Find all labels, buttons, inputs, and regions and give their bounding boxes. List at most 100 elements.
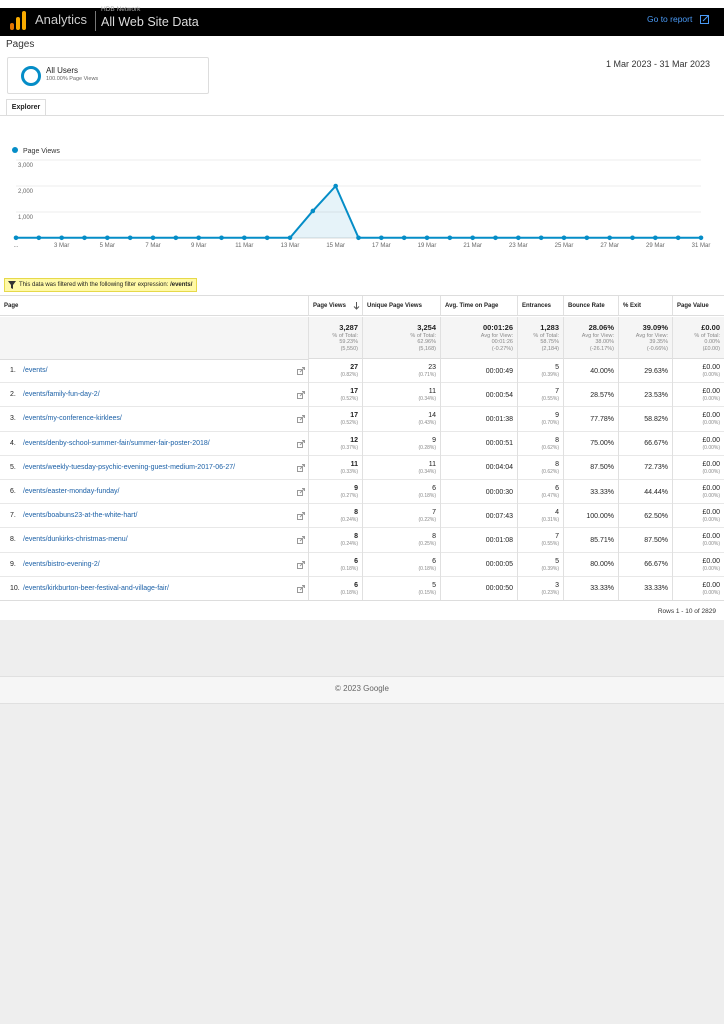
data-cell: 6 (0.18%): [362, 480, 440, 505]
open-page-icon[interactable]: [297, 367, 305, 375]
cell-sub: (0.00%): [702, 589, 720, 596]
sort-icon[interactable]: [353, 302, 360, 310]
totals-main: 3,287: [339, 322, 358, 332]
cell-main: 00:00:05: [485, 561, 513, 569]
column-header[interactable]: Page Value: [672, 296, 724, 316]
data-cell: 6 (0.47%): [517, 480, 563, 505]
open-page-icon[interactable]: [297, 391, 305, 400]
explorer-tab[interactable]: Explorer: [6, 99, 46, 116]
page-link[interactable]: /events/: [23, 367, 48, 374]
data-cell: £0.00 (0.00%): [672, 359, 724, 384]
cell-sub: (0.00%): [702, 396, 720, 403]
page-link[interactable]: /events/bistro-evening-2/: [23, 560, 100, 568]
open-page-icon[interactable]: [297, 488, 305, 496]
data-cell: 00:00:51: [440, 431, 517, 456]
open-page-icon[interactable]: [297, 512, 305, 521]
column-header[interactable]: Entrances: [517, 296, 563, 316]
cell-sub: (0.55%): [541, 541, 559, 548]
data-cell: 58.82%: [618, 407, 672, 432]
data-cell: 29.63%: [618, 359, 672, 384]
data-cell: 00:04:04: [440, 455, 517, 480]
totals-cell: 28.06% Avg for View: 38.00% (-26.17%): [563, 317, 618, 359]
data-cell: 5 (0.15%): [362, 576, 440, 601]
data-cell: 100.00%: [563, 504, 618, 529]
page-link[interactable]: /events/denby-school-summer-fair/summer-…: [23, 439, 210, 447]
cell-main: 11: [428, 460, 436, 468]
segment-box[interactable]: All Users 100.00% Page Views: [7, 57, 209, 94]
cell-main: 5: [555, 364, 559, 372]
point: [516, 235, 521, 241]
x-tick-label: 11 Mar: [235, 243, 253, 249]
cell-sub: (0.37%): [340, 444, 358, 451]
segment-name: All Users: [46, 66, 79, 75]
totals-sub: % of Total:: [410, 332, 436, 339]
column-header[interactable]: Page: [0, 296, 308, 316]
y-tick-label: 3,000: [18, 163, 34, 169]
open-page-icon[interactable]: [297, 584, 305, 593]
cell-main: £0.00: [702, 485, 720, 493]
cell-sub: (0.18%): [340, 565, 358, 572]
totals-main: 3,254: [417, 322, 436, 332]
page-link[interactable]: /events/easter-monday-funday/: [23, 488, 120, 495]
column-header[interactable]: Bounce Rate: [563, 296, 618, 316]
cell-main: 44.44%: [644, 488, 668, 496]
page-link[interactable]: /events/dunkirks-christmas-menu/: [23, 536, 128, 544]
cell-main: 4: [555, 509, 559, 517]
cell-sub: (0.34%): [418, 396, 436, 403]
cell-main: 66.67%: [644, 561, 668, 569]
column-header[interactable]: Page Views: [308, 296, 362, 316]
cell-main: 33.33%: [590, 585, 614, 593]
column-header[interactable]: Avg. Time on Page: [440, 296, 517, 316]
column-header[interactable]: % Exit: [618, 296, 672, 316]
cell-main: 8: [555, 436, 559, 444]
totals-main: 1,283: [540, 322, 559, 332]
page-link[interactable]: /events/boabuns23-at-the-white-hart/: [23, 512, 138, 520]
open-page-icon[interactable]: [297, 536, 305, 545]
page-link[interactable]: /events/weekly-tuesday-psychic-evening-g…: [23, 463, 236, 471]
x-tick-label: 21 Mar: [463, 243, 482, 249]
page-link[interactable]: /events/my-conference-kirklees/: [23, 415, 122, 423]
point: [538, 235, 544, 241]
cell-main: 00:00:51: [485, 440, 513, 448]
data-cell: 77.78%: [563, 407, 618, 432]
cell-main: £0.00: [702, 509, 720, 517]
point: [653, 235, 658, 241]
cell-main: £0.00: [702, 581, 720, 589]
data-cell: 23 (0.71%): [362, 359, 440, 384]
data-cell: 3 (0.23%): [517, 576, 563, 601]
open-page-icon[interactable]: [297, 439, 305, 448]
totals-cell: 00:01:26 Avg for View: 00:01:26 (-0.27%): [440, 317, 517, 359]
open-page-icon[interactable]: [297, 560, 305, 569]
totals-cell: 3,254% of Total: 62.96% (5,168): [362, 317, 440, 359]
point: [287, 235, 293, 241]
cell-main: 33.33%: [644, 585, 668, 593]
cell-sub: (0.52%): [340, 396, 358, 403]
page-link[interactable]: /events/kirkburton-beer-festival-and-vil…: [23, 584, 169, 592]
point: [219, 235, 224, 241]
cell-main: 7: [432, 509, 436, 517]
legend-dot: [12, 147, 18, 153]
go-to-report[interactable]: Go to report: [647, 14, 693, 24]
totals-sub: (2,184): [541, 345, 559, 352]
view-name[interactable]: All Web Site Data: [101, 15, 199, 29]
data-cell: 7 (0.55%): [517, 383, 563, 408]
data-cell: 00:00:54: [440, 383, 517, 408]
date-range[interactable]: 1 Mar 2023 - 31 Mar 2023: [606, 59, 711, 69]
data-cell: 8 (0.25%): [362, 528, 440, 553]
y-tick-label: 2,000: [18, 189, 34, 195]
open-page-icon[interactable]: [297, 463, 305, 472]
point: [59, 235, 64, 241]
page-link[interactable]: /events/family-fun-day-2/: [23, 391, 100, 399]
row-index: 5.: [10, 463, 16, 471]
data-cell: £0.00 (0.00%): [672, 576, 724, 601]
open-page-icon[interactable]: [297, 415, 305, 424]
column-header[interactable]: Unique Page Views: [362, 296, 440, 316]
data-cell: 00:01:38: [440, 407, 517, 432]
point: [607, 235, 612, 241]
cell-main: 00:01:08: [485, 536, 513, 544]
cell-main: 11: [428, 388, 436, 396]
cell-main: 27: [350, 364, 358, 372]
cell-sub: (0.18%): [418, 565, 436, 572]
data-cell: 44.44%: [618, 480, 672, 505]
cell-sub: (0.00%): [702, 517, 720, 524]
